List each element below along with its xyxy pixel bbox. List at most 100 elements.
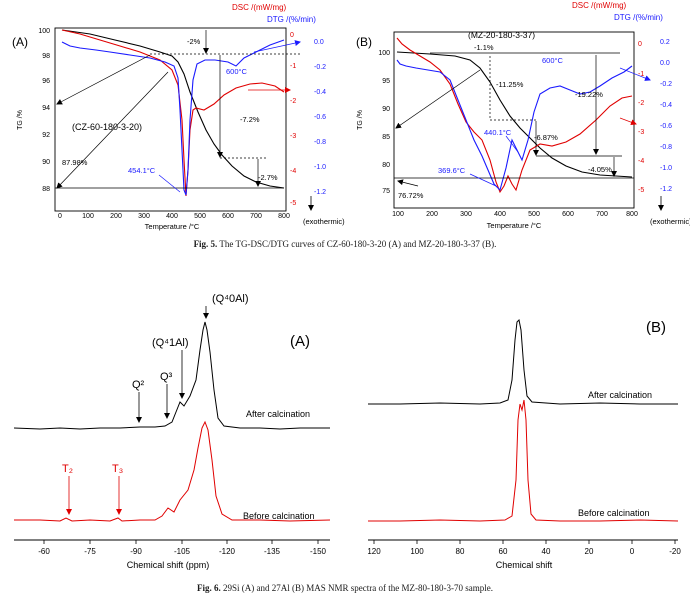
dtg-axis-a: 0.0 -0.2 -0.4 -0.6 -0.8 -1.0 -1.2 <box>314 39 326 196</box>
dtg-tick: -0.6 <box>660 123 672 130</box>
tg-axis-label: TG /% <box>357 110 364 130</box>
dsc-tick: -4 <box>290 168 296 175</box>
tg-pointer <box>56 54 151 105</box>
before-label: Before calcination <box>243 511 315 521</box>
x-axis-a: 0 100 200 300 400 500 600 700 800 <box>58 213 290 220</box>
dtg-tick: -1.2 <box>660 186 672 193</box>
x-tick: 800 <box>278 213 290 220</box>
spectrum-after <box>13 321 330 430</box>
caption-text: 29Si (A) and 27Al (B) MAS NMR spectra of… <box>220 583 493 593</box>
dtg-tick: 0.2 <box>660 39 670 46</box>
tg-tick: 90 <box>42 159 50 166</box>
annotation: -6.87% <box>534 133 558 142</box>
tg-curve-a <box>61 29 285 189</box>
fig6-panel-a: -60 -75 -90 -105 -120 -135 -150 Chemical… <box>13 293 331 570</box>
tg-curve-b <box>396 51 633 178</box>
peak-arrows <box>136 306 209 423</box>
exo-label: (exothermic) <box>650 217 690 226</box>
annotation: 440.1°C <box>484 128 512 137</box>
tg-tick: 96 <box>42 78 50 85</box>
x-tick: 700 <box>250 213 262 220</box>
peak-label-q3: Q³ <box>160 371 173 383</box>
annotation: 600°C <box>226 67 248 76</box>
x-tick: 300 <box>138 213 150 220</box>
annotation-lines-b <box>394 52 634 187</box>
dsc-tick: 0 <box>638 41 642 48</box>
dtg-tick: -0.4 <box>314 89 326 96</box>
peak-leader <box>469 173 497 187</box>
x-tick: 100 <box>410 547 424 556</box>
dsc-tick: -2 <box>638 100 644 107</box>
tg-tick: 100 <box>378 50 390 57</box>
annotation: -11.25% <box>496 80 524 89</box>
x-axis-label: Chemical shift <box>496 560 553 570</box>
annotations-b: -1.1% -11.25% -19.22% -6.87% -4.05% 76.7… <box>398 43 612 200</box>
dtg-tick: -1.2 <box>314 189 326 196</box>
x-tick: 0 <box>630 547 635 556</box>
x-tick: 200 <box>426 211 438 218</box>
dtg-axis-label: DTG /(%/min) <box>614 13 663 22</box>
annotation: -1.1% <box>474 43 494 52</box>
tg-tick: 95 <box>382 78 390 85</box>
dtg-tick: -0.4 <box>660 102 672 109</box>
dsc-axis-label: DSC /(mW/mg) <box>572 1 627 10</box>
x-axis-6a: -60 -75 -90 -105 -120 -135 -150 <box>38 547 326 556</box>
dtg-tick: -0.8 <box>314 139 326 146</box>
dtg-axis-b: 0.2 0.0 -0.2 -0.4 -0.6 -0.8 -1.0 -1.2 <box>660 39 672 193</box>
peak-arrows-red <box>66 476 122 515</box>
panel-letter: (A) <box>290 333 310 350</box>
exo-label: (exothermic) <box>303 217 345 226</box>
peak-label-q41al: (Q⁴1Al) <box>152 337 189 349</box>
x-ticks-marks <box>373 540 676 544</box>
dtg-tick: -0.2 <box>660 81 672 88</box>
x-tick: -20 <box>669 547 681 556</box>
spectrum-before <box>14 420 331 522</box>
peak-label-t2: T₂ <box>62 463 73 475</box>
dtg-arrow <box>253 40 301 53</box>
tg-tick: 85 <box>382 134 390 141</box>
annotation-lines-a <box>55 30 300 189</box>
dsc-tick: 0 <box>290 32 294 39</box>
x-tick: 100 <box>82 213 94 220</box>
tg-pointer <box>397 179 419 187</box>
dsc-curve-b <box>396 37 633 194</box>
x-tick: -150 <box>310 547 327 556</box>
x-tick: -90 <box>130 547 142 556</box>
x-tick: 0 <box>58 213 62 220</box>
dtg-curve-a <box>61 39 285 196</box>
panel-letter: (B) <box>646 319 666 336</box>
x-tick: -75 <box>84 547 96 556</box>
dsc-tick: -3 <box>290 133 296 140</box>
tg-tick: 100 <box>38 28 50 35</box>
dtg-tick: 0.0 <box>660 60 670 67</box>
tg-tick: 88 <box>42 186 50 193</box>
dtg-tick: -1.0 <box>660 165 672 172</box>
spectrum-after <box>368 318 678 405</box>
x-tick: -105 <box>174 547 191 556</box>
x-tick: 200 <box>110 213 122 220</box>
dsc-axis-b: 0 -1 -2 -3 -4 -5 <box>638 41 644 194</box>
peak-leader <box>505 135 519 153</box>
dsc-tick: -2 <box>290 98 296 105</box>
dtg-tick: -0.8 <box>660 144 672 151</box>
dsc-tick: -1 <box>638 71 644 78</box>
dsc-tick: -1 <box>290 63 296 70</box>
annotation: 76.72% <box>398 191 424 200</box>
dsc-pointer <box>56 71 169 189</box>
panel-letter: (B) <box>356 35 372 49</box>
x-tick: 300 <box>460 211 472 218</box>
caption-text: The TG-DSC/DTG curves of CZ-60-180-3-20 … <box>217 239 497 249</box>
fig6-caption: Fig. 6. 29Si (A) and 27Al (B) MAS NMR sp… <box>0 583 690 593</box>
x-tick: 800 <box>626 211 638 218</box>
x-tick: 600 <box>562 211 574 218</box>
dsc-axis-label: DSC /(mW/mg) <box>232 3 287 12</box>
dtg-tick: -0.6 <box>314 114 326 121</box>
annotation: -4.05% <box>588 165 612 174</box>
x-ticks-marks <box>43 540 319 544</box>
x-axis-label: Chemical shift (ppm) <box>127 560 210 570</box>
annotation: 87.98% <box>62 158 88 167</box>
tg-tick: 94 <box>42 105 50 112</box>
x-tick: 60 <box>499 547 508 556</box>
annotation: 454.1°C <box>128 166 156 175</box>
